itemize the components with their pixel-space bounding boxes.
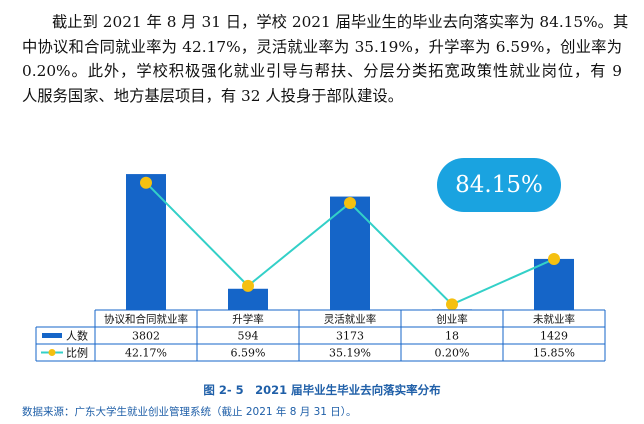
category-label-2: 升学率 (232, 313, 264, 326)
legend-line-marker (48, 349, 56, 356)
bar-5 (534, 258, 574, 310)
paragraph-line-3: 0.20%。此外，学校积极强化就业引导与帮扶、分层分类拓宽政策性就业岗位，有 9 (22, 62, 622, 80)
ratio-label-4: 0.20% (435, 347, 470, 360)
summary-paragraph: 截止到 2021 年 8 月 31 日，学校 2021 届毕业生的毕业去向落实率… (22, 10, 629, 108)
legend-bar-swatch (42, 333, 62, 338)
category-label-5: 未就业率 (533, 313, 575, 326)
legend-line-label: 比例 (66, 346, 88, 360)
category-label-4: 创业率 (436, 313, 468, 326)
bar-2 (228, 288, 268, 310)
count-label-4: 18 (445, 330, 459, 343)
count-label-3: 3173 (336, 330, 364, 343)
figure-caption: 图 2- 5 2021 届毕业生毕业去向落实率分布 (203, 383, 441, 397)
data-source-note: 数据来源：广东大学生就业创业管理系统（截止 2021 年 8 月 31 日）。 (22, 406, 357, 418)
category-label-1: 协议和合同就业率 (104, 313, 188, 326)
count-label-5: 1429 (540, 330, 568, 343)
ratio-point-5 (548, 253, 560, 266)
employment-chart: 协议和合同就业率 升学率 灵活就业率 创业率 未就业率 3802 594 3173 18 1429… (35, 174, 606, 362)
paragraph-line-2: 中协议和合同就业率为 42.17%，灵活就业率为 35.19%，升学率为 6.5… (22, 37, 622, 56)
paragraph-line-1: 截止到 2021 年 8 月 31 日，学校 2021 届毕业生的毕业去向落实率… (52, 13, 629, 31)
count-label-2: 594 (238, 330, 259, 343)
bar-1 (126, 174, 166, 310)
ratio-point-1 (140, 176, 152, 189)
ratio-label-3: 35.19% (329, 347, 371, 360)
ratio-point-3 (344, 196, 356, 209)
legend-bar-label: 人数 (66, 330, 88, 343)
category-label-3: 灵活就业率 (324, 313, 377, 326)
ratio-point-4 (446, 298, 458, 311)
ratio-label-5: 15.85% (533, 347, 575, 360)
count-label-1: 3802 (132, 330, 160, 343)
paragraph-line-4: 人服务国家、地方基层项目，有 32 人投身于部队建设。 (22, 86, 404, 105)
ratio-point-2 (242, 279, 254, 292)
rate-badge: 84.15% (437, 158, 561, 212)
ratio-label-1: 42.17% (125, 347, 167, 360)
ratio-label-2: 6.59% (231, 347, 266, 360)
